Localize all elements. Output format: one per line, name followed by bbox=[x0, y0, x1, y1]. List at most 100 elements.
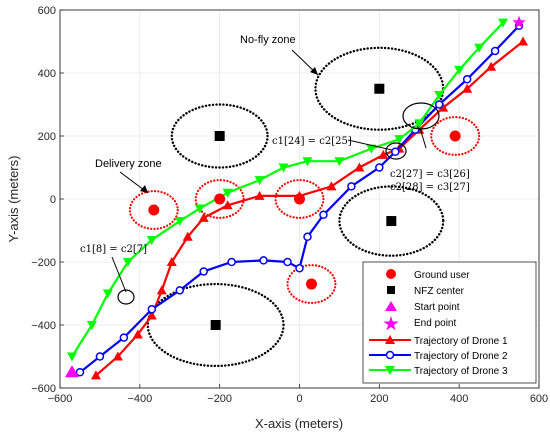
delivery-zone bbox=[430, 115, 481, 156]
nfz-center-marker bbox=[374, 83, 385, 94]
drone2-marker bbox=[490, 46, 500, 56]
eq4-annotation: c1[8] = c2[7] bbox=[80, 244, 147, 255]
delivery-annotation: Delivery zone bbox=[95, 158, 162, 170]
drone1-marker bbox=[146, 310, 157, 320]
plot-border bbox=[59, 9, 540, 389]
nfz-arrowhead bbox=[310, 67, 318, 75]
nfz-zone bbox=[170, 103, 269, 169]
drone1-marker bbox=[156, 285, 167, 295]
annotations: No-fly zone Delivery zone c1[24] = c2[25… bbox=[80, 34, 470, 305]
drone2-marker bbox=[259, 256, 268, 265]
legend-ground-label: Ground user bbox=[414, 270, 470, 281]
x-tick-label: −600 bbox=[48, 393, 73, 405]
eq23-ellipse bbox=[402, 102, 440, 130]
drone3-marker bbox=[498, 18, 509, 28]
drone2-marker bbox=[391, 147, 400, 156]
drone2-marker bbox=[462, 75, 472, 84]
drone3-marker bbox=[102, 289, 113, 299]
eq1-annotation: c1[24] = c2[25] bbox=[272, 136, 352, 147]
drone1-marker bbox=[112, 351, 123, 361]
drone2-marker bbox=[199, 267, 208, 276]
y-axis-label: Y-axis (meters) bbox=[6, 156, 21, 243]
ground-user-marker bbox=[294, 193, 305, 205]
drone3-marker bbox=[66, 352, 77, 362]
ground-user-marker bbox=[148, 204, 160, 216]
drone2-marker bbox=[95, 352, 105, 361]
legend-d2-label: Trajectory of Drone 2 bbox=[414, 351, 508, 362]
ground-user-marker bbox=[305, 278, 317, 290]
eq1-circle bbox=[385, 142, 407, 160]
drone2-marker bbox=[434, 100, 444, 109]
x-tick-label: −200 bbox=[207, 393, 232, 405]
drone3-marker bbox=[394, 135, 405, 145]
legend-nfz-label: NFZ center bbox=[414, 286, 465, 297]
x-tick-label: 200 bbox=[370, 393, 388, 405]
legend-start-label: Start point bbox=[414, 302, 460, 313]
drone2-marker bbox=[295, 264, 304, 273]
x-axis-label: X-axis (meters) bbox=[255, 416, 343, 431]
drone1-marker bbox=[254, 190, 265, 200]
zones bbox=[128, 46, 481, 368]
nfz-center-marker bbox=[386, 216, 397, 227]
nfz-center-marker bbox=[214, 131, 225, 141]
ground-user-marker bbox=[214, 193, 226, 205]
eq4-arrow bbox=[111, 256, 127, 293]
drone2-marker bbox=[347, 182, 356, 191]
y-tick-label: −600 bbox=[31, 383, 56, 395]
legend-d1-marker bbox=[385, 335, 395, 344]
y-tick-label: 0 bbox=[50, 194, 56, 206]
drone2-marker bbox=[119, 333, 129, 342]
legend-start-marker bbox=[385, 301, 397, 311]
x-tick-label: 0 bbox=[296, 393, 302, 405]
axes-frame bbox=[59, 9, 540, 389]
drone3-marker bbox=[474, 43, 485, 53]
drone1-marker bbox=[132, 329, 143, 339]
nfz-zone bbox=[338, 185, 445, 257]
trajectories bbox=[66, 18, 529, 380]
drone1-marker bbox=[90, 370, 101, 380]
drone3-marker bbox=[254, 176, 265, 186]
drone1-marker bbox=[378, 149, 389, 159]
legend-ground-marker bbox=[386, 269, 396, 279]
drone1-marker bbox=[166, 257, 177, 266]
drone2-marker bbox=[375, 163, 384, 172]
legend-d2-marker bbox=[385, 350, 395, 360]
drone2-marker bbox=[319, 210, 328, 219]
drone2-marker bbox=[227, 257, 236, 267]
nfz-center-marker bbox=[210, 320, 221, 330]
legend-d3-marker bbox=[385, 366, 395, 375]
delivery-arrowhead bbox=[140, 185, 148, 193]
delivery-zone bbox=[274, 179, 325, 220]
legend-nfz-marker bbox=[387, 286, 395, 294]
eq3-annotation: c2[28] = c3[27] bbox=[390, 182, 470, 193]
drone3-marker bbox=[222, 188, 233, 198]
y-tick-label: 600 bbox=[38, 5, 56, 17]
nfz-zone bbox=[146, 282, 285, 368]
drone1-marker bbox=[518, 36, 529, 46]
y-tick-label: −200 bbox=[31, 257, 56, 269]
drone3-marker bbox=[278, 163, 289, 173]
eq23-arrow bbox=[419, 127, 427, 149]
key-points bbox=[64, 15, 526, 378]
drone2-marker bbox=[303, 232, 312, 242]
drone2-marker bbox=[283, 257, 292, 267]
x-tick-label: 400 bbox=[450, 393, 468, 405]
drone2-marker bbox=[175, 286, 184, 295]
delivery-zone bbox=[286, 264, 337, 305]
legend-end-marker bbox=[383, 316, 399, 331]
drone1-marker bbox=[198, 212, 209, 222]
drone3-marker bbox=[302, 157, 313, 167]
legend: Ground user NFZ center Start point End p… bbox=[362, 261, 537, 384]
drone3-marker bbox=[122, 258, 133, 267]
eq1-arrow bbox=[347, 139, 393, 151]
eq4-circle bbox=[117, 289, 135, 305]
legend-d3-label: Trajectory of Drone 3 bbox=[414, 366, 508, 377]
drone3-marker bbox=[366, 144, 377, 154]
y-tick-label: 200 bbox=[38, 131, 56, 143]
drone3-marker bbox=[434, 91, 445, 101]
drone3-marker bbox=[414, 119, 425, 129]
drone1-marker bbox=[486, 61, 497, 71]
drone1-marker bbox=[462, 83, 473, 93]
drone3-marker bbox=[454, 65, 465, 75]
